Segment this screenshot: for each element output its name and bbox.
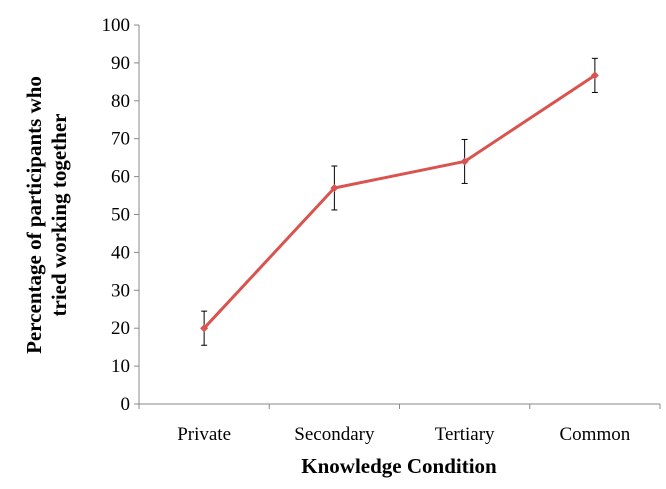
y-tick-label: 50 [111, 205, 130, 226]
x-tick-label: Tertiary [435, 424, 495, 445]
data-point [590, 71, 599, 80]
y-tick-label: 0 [121, 394, 131, 415]
y-axis-title: Percentage of participants who tried wor… [22, 76, 71, 354]
y-axis-title-line-1: Percentage of participants who [22, 76, 46, 354]
y-tick-label: 30 [111, 280, 130, 301]
x-tick-label: Private [177, 424, 231, 445]
y-tick-label: 80 [111, 91, 130, 112]
y-axis-title-line-2: tried working together [47, 114, 71, 317]
data-point [200, 324, 209, 333]
y-tick-label: 90 [111, 53, 130, 74]
x-axis-title: Knowledge Condition [301, 454, 497, 478]
y-tick-label: 100 [102, 15, 131, 36]
y-tick-label: 60 [111, 167, 130, 188]
series-line [203, 74, 596, 330]
plot-area: 0 10 20 30 40 50 60 70 80 90 100 Private Secondary Te… [102, 15, 661, 445]
x-tick-label: Common [560, 424, 631, 445]
data-point [330, 183, 339, 192]
y-tick-label: 20 [111, 318, 130, 339]
x-tick-label: Secondary [294, 424, 375, 445]
data-point [460, 157, 469, 166]
y-tick-label: 10 [111, 356, 130, 377]
y-tick-label: 40 [111, 242, 130, 263]
y-tick-label: 70 [111, 129, 130, 150]
